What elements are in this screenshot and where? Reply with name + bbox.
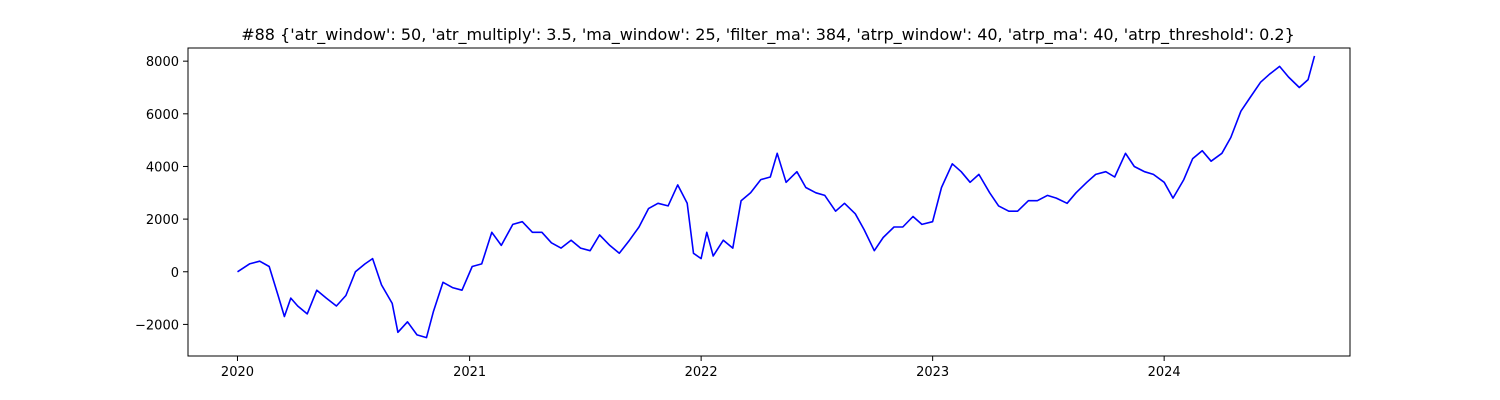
y-tick-label: 2000 (146, 213, 179, 228)
axes-frame (187, 47, 1351, 357)
series-line (237, 55, 1316, 339)
y-tick-label: 6000 (146, 108, 179, 123)
y-tick-label: 8000 (146, 55, 179, 70)
y-axis: −2000 0 2000 4000 6000 8000 (135, 55, 188, 333)
x-tick-label: 2022 (685, 365, 718, 380)
x-tick-label: 2021 (453, 365, 486, 380)
x-axis: 2020 2021 2022 2023 2024 (221, 356, 1181, 380)
y-tick-label: 4000 (146, 160, 179, 175)
plot-area (237, 55, 1316, 339)
x-tick-label: 2020 (221, 365, 254, 380)
x-tick-label: 2023 (916, 365, 949, 380)
y-tick-label: 0 (171, 266, 179, 281)
y-tick-label: −2000 (135, 318, 179, 333)
chart-title: #88 {'atr_window': 50, 'atr_multiply': 3… (241, 25, 1295, 45)
x-tick-label: 2024 (1148, 365, 1181, 380)
